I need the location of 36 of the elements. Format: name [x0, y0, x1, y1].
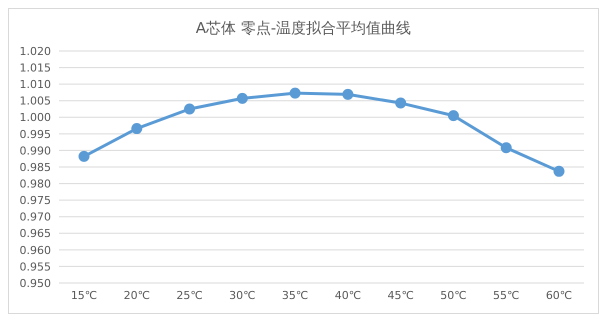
y-tick-label: 0.985	[20, 160, 51, 174]
y-tick-label: 0.975	[20, 194, 51, 208]
y-tick-label: 0.950	[20, 276, 51, 290]
point	[236, 92, 248, 104]
point	[78, 150, 90, 162]
y-tick-label: 0.980	[20, 177, 51, 190]
y-tick-label: 1.020	[20, 44, 51, 58]
y-tick-label: 1.015	[20, 61, 51, 74]
point	[554, 166, 564, 177]
y-tick-label: 1.000	[20, 111, 51, 124]
y-tick-label: 0.995	[20, 128, 51, 141]
y-tick-label: 1.010	[20, 78, 51, 92]
point	[184, 104, 196, 114]
x-tick-label: 50℃	[440, 288, 467, 302]
point	[500, 142, 512, 154]
x-tick-label: 45℃	[387, 288, 414, 302]
y-tick-label: 0.955	[20, 260, 51, 274]
x-tick-label: 30℃	[229, 288, 256, 302]
y-tick-label: 0.970	[20, 210, 51, 224]
point	[448, 110, 459, 122]
point	[131, 123, 142, 134]
x-tick-label: 25℃	[176, 288, 203, 302]
x-tick-label: 60℃	[546, 288, 572, 302]
y-tick-label: 0.960	[20, 244, 51, 257]
y-tick-label: 0.990	[20, 144, 51, 158]
chart-title: A芯体 零点-温度拟合平均值曲线	[194, 18, 412, 39]
x-tick-label: 15℃	[70, 288, 98, 302]
x-tick-label: 20℃	[124, 288, 150, 302]
x-tick-label: 35℃	[282, 288, 308, 302]
point	[395, 98, 406, 109]
y-tick-label: 1.005	[20, 94, 51, 108]
point	[342, 88, 354, 100]
y-tick-label: 0.965	[20, 227, 51, 240]
point	[290, 88, 301, 99]
x-tick-label: 55℃	[493, 288, 520, 302]
x-tick-label: 40℃	[334, 288, 362, 302]
